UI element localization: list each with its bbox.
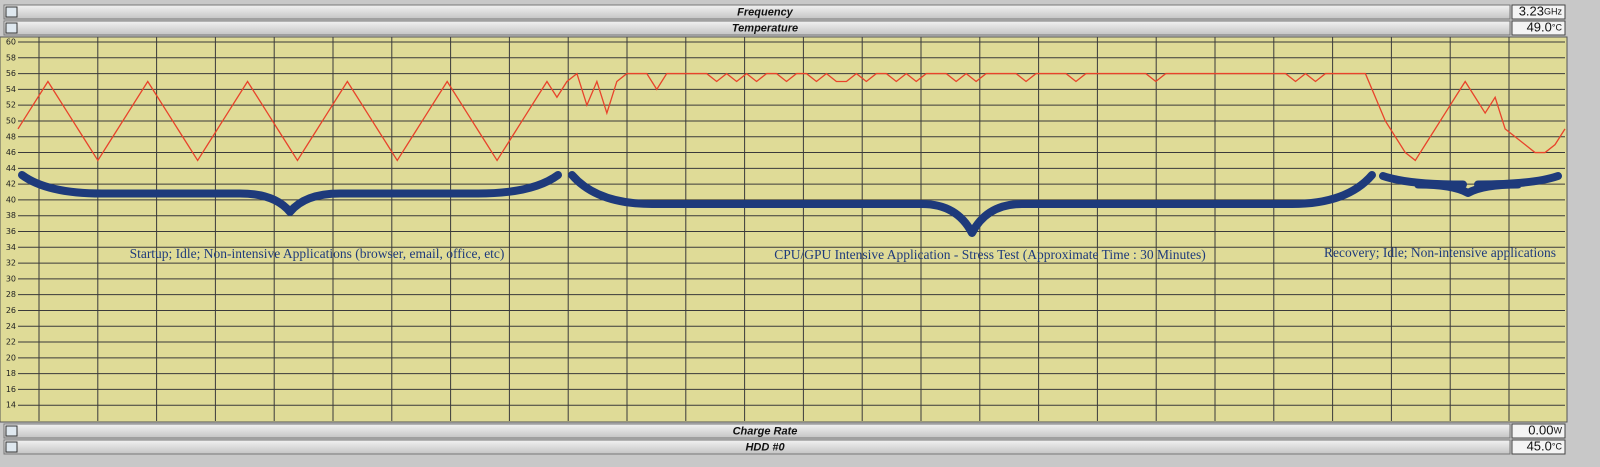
panel-bar[interactable]	[3, 4, 1511, 20]
unit: °C	[1552, 442, 1563, 452]
brace	[1379, 172, 1562, 197]
panel-icon[interactable]	[5, 425, 18, 437]
y-tick-label: 20	[6, 353, 16, 362]
panel-label: Charge Rate	[733, 425, 798, 437]
brace	[18, 171, 562, 216]
y-tick-label: 36	[6, 227, 16, 236]
value: 0.00	[1528, 423, 1553, 438]
brace	[568, 171, 1376, 237]
annotation: CPU/GPU Intensive Application - Stress T…	[774, 247, 1206, 262]
unit: °C	[1552, 23, 1563, 33]
annotation: Recovery; Idle; Non-intensive applicatio…	[1324, 245, 1556, 260]
panel-label: HDD #0	[745, 441, 785, 453]
annotation: Startup; Idle; Non-intensive Application…	[130, 246, 505, 261]
panel-icon[interactable]	[5, 6, 18, 18]
braces	[18, 171, 1562, 237]
y-tick-label: 46	[6, 148, 16, 157]
value-box	[1511, 20, 1566, 36]
panel-bar[interactable]	[3, 439, 1511, 455]
y-tick-label: 50	[6, 116, 16, 125]
value: 45.0	[1527, 439, 1552, 454]
y-tick-label: 16	[6, 385, 16, 394]
y-tick-label: 42	[6, 180, 16, 189]
value-box	[1511, 439, 1566, 455]
y-tick-label: 54	[6, 85, 16, 94]
y-tick-label: 60	[6, 38, 16, 47]
y-tick-label: 44	[6, 164, 16, 173]
y-tick-label: 56	[6, 69, 16, 78]
temperature-line	[17, 72, 1566, 162]
panel-value: 45.0°C	[1527, 439, 1563, 454]
chart-background	[0, 36, 1568, 423]
y-tick-label: 18	[6, 369, 16, 378]
unit: W	[1554, 426, 1563, 436]
panel-value: 49.0°C	[1527, 20, 1563, 35]
panel-bar[interactable]	[3, 423, 1511, 439]
panel-label: Frequency	[737, 6, 794, 18]
panel-bar[interactable]	[3, 20, 1511, 36]
panel-icon[interactable]	[5, 441, 18, 453]
y-tick-label: 22	[6, 338, 16, 347]
panel-icon[interactable]	[5, 22, 18, 34]
value-box	[1511, 4, 1566, 20]
y-tick-label: 26	[6, 306, 16, 315]
y-tick-label: 40	[6, 195, 16, 204]
panel-value: 0.00W	[1528, 423, 1562, 438]
unit: GHz	[1544, 7, 1563, 17]
panel-label: Temperature	[732, 22, 798, 34]
y-tick-label: 28	[6, 290, 16, 299]
y-tick-label: 14	[6, 401, 16, 410]
value: 3.23	[1519, 4, 1544, 19]
y-tick-label: 30	[6, 274, 16, 283]
value-box	[1511, 423, 1566, 439]
panel-value: 3.23GHz	[1519, 4, 1563, 19]
y-tick-label: 34	[6, 243, 16, 252]
y-tick-label: 52	[6, 101, 16, 110]
y-tick-label: 48	[6, 132, 16, 141]
value: 49.0	[1527, 20, 1552, 35]
y-tick-label: 24	[6, 322, 16, 331]
grid: 14 16 18 20 22 24 26 28 30 32 34 36 38 40 42 44 46 48 50 52…	[6, 37, 1565, 421]
y-tick-label: 32	[6, 259, 16, 268]
y-tick-label: 38	[6, 211, 16, 220]
y-tick-label: 58	[6, 53, 16, 62]
